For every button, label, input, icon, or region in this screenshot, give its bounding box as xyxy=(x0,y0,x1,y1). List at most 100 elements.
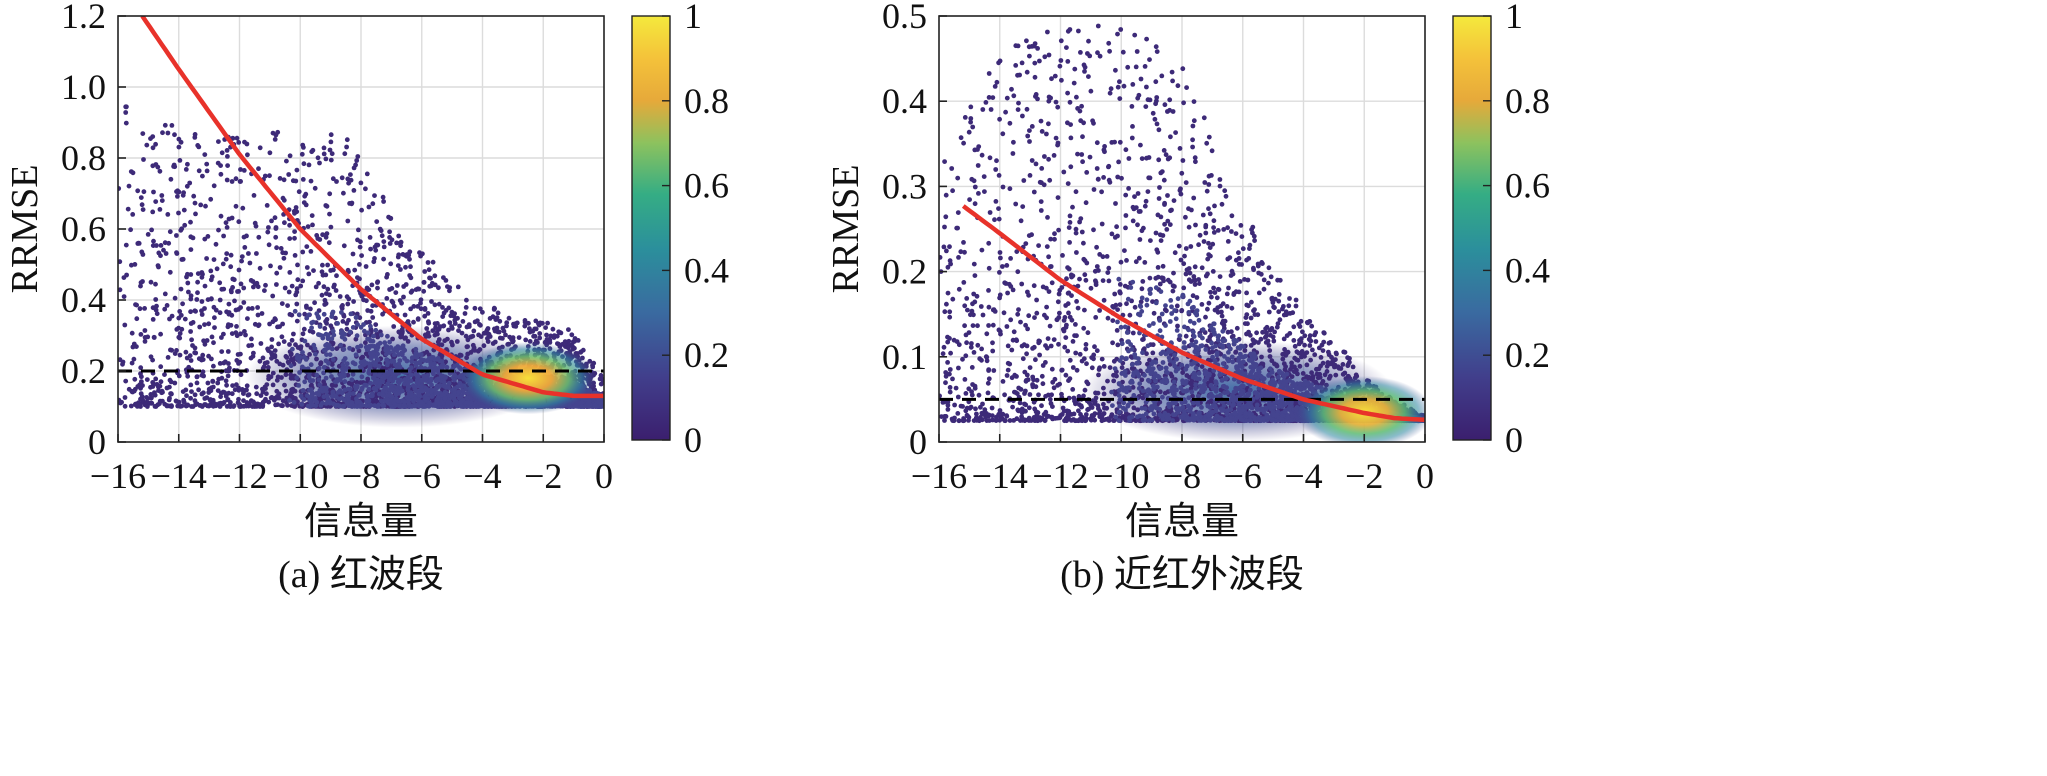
scatter-point xyxy=(370,338,376,344)
scatter-point xyxy=(164,403,170,408)
scatter-point xyxy=(277,176,283,181)
scatter-point xyxy=(300,249,306,255)
scatter-point xyxy=(199,270,205,275)
scatter-point xyxy=(1209,294,1214,300)
scatter-point xyxy=(178,227,184,233)
scatter-point xyxy=(591,360,597,366)
scatter-point xyxy=(344,326,350,332)
scatter-point xyxy=(376,363,382,369)
scatter-point xyxy=(1229,329,1234,335)
scatter-point xyxy=(500,336,505,341)
scatter-point xyxy=(129,360,135,366)
scatter-point xyxy=(237,402,243,408)
scatter-point xyxy=(177,331,183,336)
scatter-point xyxy=(1138,76,1144,82)
scatter-point xyxy=(1052,73,1058,79)
scatter-point xyxy=(286,289,292,295)
scatter-point xyxy=(184,393,189,399)
scatter-point xyxy=(151,189,156,195)
scatter-point xyxy=(344,294,350,300)
scatter-point xyxy=(333,403,339,408)
scatter-point xyxy=(269,218,274,224)
scatter-point xyxy=(328,268,334,273)
scatter-point xyxy=(371,333,376,339)
scatter-point xyxy=(377,373,383,379)
scatter-point xyxy=(411,304,417,309)
scatter-point xyxy=(598,375,604,380)
scatter-point xyxy=(242,245,248,250)
scatter-point xyxy=(301,397,307,402)
scatter-point xyxy=(322,302,328,307)
scatter-point xyxy=(424,326,430,331)
scatter-point xyxy=(387,339,392,345)
scatter-point xyxy=(471,328,477,334)
scatter-point xyxy=(395,379,401,385)
scatter-point xyxy=(181,207,187,213)
scatter-point xyxy=(293,396,298,401)
scatter-point xyxy=(218,163,224,169)
scatter-point xyxy=(390,336,395,342)
scatter-point xyxy=(248,398,254,404)
scatter-point xyxy=(424,358,430,364)
colorbar-tick-label: 0.8 xyxy=(684,81,729,121)
scatter-point xyxy=(238,331,244,337)
scatter-point xyxy=(465,337,471,343)
scatter-point xyxy=(448,393,454,398)
scatter-point xyxy=(596,397,601,402)
scatter-point xyxy=(161,247,166,253)
scatter-point xyxy=(193,402,199,408)
scatter-point xyxy=(465,400,471,405)
scatter-point xyxy=(280,403,285,409)
scatter-point xyxy=(418,402,424,407)
scatter-point xyxy=(214,266,220,272)
scatter-point xyxy=(442,396,448,402)
scatter-point xyxy=(229,179,235,184)
scatter-point xyxy=(321,379,326,385)
scatter-point xyxy=(310,222,315,228)
scatter-point xyxy=(290,386,296,392)
scatter-point xyxy=(217,297,223,303)
scatter-point xyxy=(152,392,158,398)
scatter-point xyxy=(1032,74,1038,80)
scatter-point xyxy=(139,202,145,208)
scatter-point xyxy=(292,253,298,258)
scatter-point xyxy=(391,303,397,309)
scatter-point xyxy=(363,264,369,269)
scatter-point xyxy=(354,379,360,385)
scatter-point xyxy=(463,305,469,310)
scatter-point xyxy=(384,296,390,301)
scatter-point xyxy=(335,390,341,395)
scatter-point xyxy=(522,323,528,329)
scatter-point xyxy=(211,257,217,262)
scatter-point xyxy=(464,297,469,303)
scatter-point xyxy=(345,301,351,307)
scatter-point xyxy=(391,352,397,358)
scatter-point xyxy=(347,329,353,335)
scatter-point xyxy=(278,246,284,251)
scatter-point xyxy=(150,163,156,169)
scatter-point xyxy=(268,263,273,269)
scatter-point xyxy=(405,380,411,386)
scatter-point xyxy=(308,249,314,254)
scatter-point xyxy=(1046,254,1051,260)
scatter-point xyxy=(310,319,316,325)
scatter-point xyxy=(266,225,271,230)
scatter-point xyxy=(162,306,168,312)
scatter-point xyxy=(160,130,165,136)
scatter-point xyxy=(378,398,384,404)
scatter-point xyxy=(176,315,182,321)
scatter-point xyxy=(349,400,355,406)
scatter-point xyxy=(150,134,156,140)
scatter-point xyxy=(176,189,182,195)
scatter-point xyxy=(1297,363,1303,369)
scatter-point xyxy=(204,168,210,174)
scatter-point xyxy=(285,303,290,308)
scatter-point xyxy=(263,396,268,402)
scatter-point xyxy=(286,172,292,177)
scatter-point xyxy=(1267,354,1273,359)
scatter-point xyxy=(205,380,211,386)
scatter-point xyxy=(446,327,451,333)
scatter-point xyxy=(123,378,129,384)
scatter-point xyxy=(274,394,280,399)
scatter-point xyxy=(537,331,543,336)
